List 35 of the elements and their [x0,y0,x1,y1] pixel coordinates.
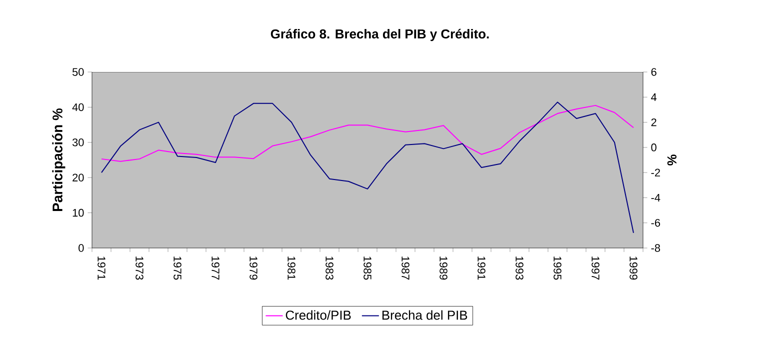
y2-tick-label: 6 [651,68,656,76]
y-tick-label: 20 [72,174,84,182]
x-tick-label: 1977 [212,256,220,280]
chart-title: Gráfico 8. Brecha del PIB y Crédito. [270,28,489,42]
y2-tick-label: 4 [651,93,657,101]
y2-tick-label: 0 [651,144,656,152]
y2-axis-title: % [667,154,676,166]
x-tick-label: 1993 [516,256,524,280]
x-tick-label: 1971 [98,256,106,280]
legend-label: Credito/PIB [286,310,351,320]
y-tick-label: 50 [72,68,84,76]
x-tick-label: 1999 [630,256,638,280]
x-tick-label: 1973 [136,256,144,280]
y2-tick-label: -4 [651,194,660,202]
y2-tick-label: -8 [651,244,660,252]
x-tick-label: 1983 [326,256,334,280]
x-tick-label: 1995 [554,256,562,280]
x-tick-label: 1985 [364,256,372,280]
x-tick-label: 1991 [478,256,486,280]
x-tick-label: 1997 [592,256,600,280]
y-tick-label: 30 [72,138,84,146]
y-tick-label: 0 [78,244,84,252]
x-tick-label: 1981 [288,256,296,280]
y-tick-label: 40 [72,103,84,112]
x-tick-label: 1989 [440,256,448,280]
x-tick-label: 1987 [402,256,410,280]
y-tick-label: 10 [72,208,84,217]
x-tick-label: 1979 [250,256,258,280]
y2-tick-label: -2 [651,168,660,176]
legend-label: Brecha del PIB [382,310,468,320]
y-axis-title: Participación % [52,108,66,211]
y2-tick-label: 2 [651,118,656,126]
line-series [101,102,634,234]
x-tick-label: 1975 [174,256,182,280]
y2-tick-label: -6 [651,218,660,227]
